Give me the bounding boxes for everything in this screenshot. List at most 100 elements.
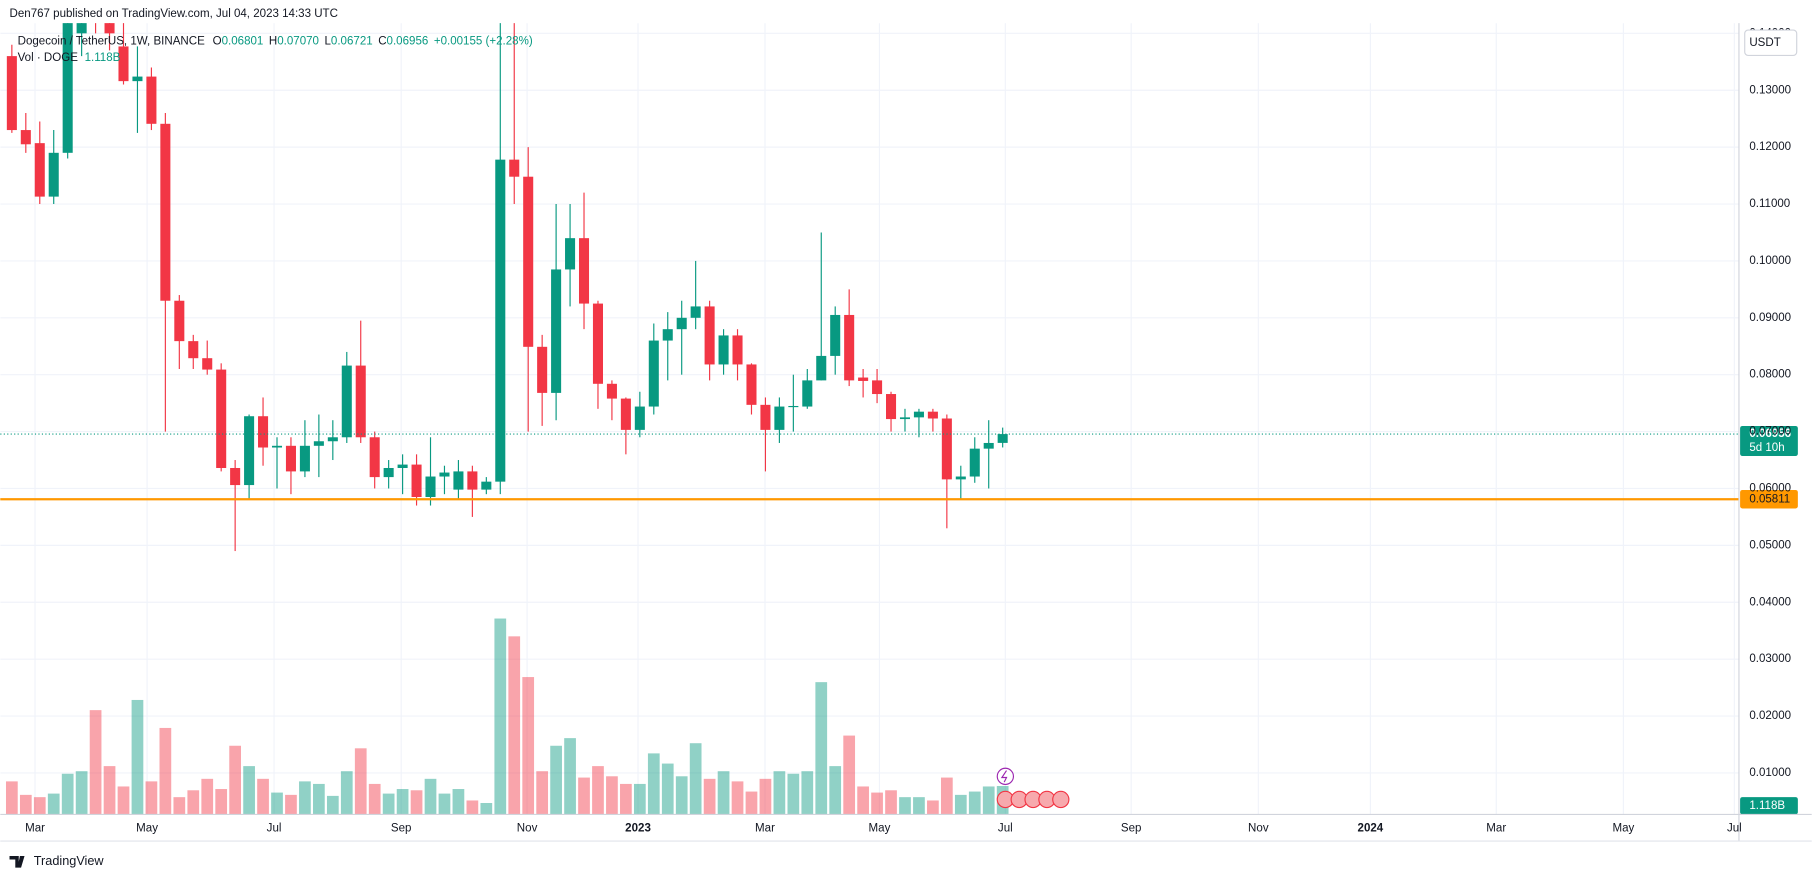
ohlc-value: 0.06721 — [331, 36, 373, 48]
candle-body — [662, 329, 673, 341]
candle-body — [941, 418, 952, 480]
currency-label[interactable]: USDT — [1749, 37, 1780, 49]
y-tick-label: 0.02000 — [1749, 710, 1791, 722]
x-tick-label: Jul — [1727, 822, 1742, 834]
legend-volume: Vol · DOGE 1.118B — [18, 52, 121, 64]
candle-body — [188, 341, 199, 359]
volume-bar — [689, 743, 702, 815]
candle-body — [34, 143, 45, 197]
candle-body — [6, 56, 17, 131]
candle-body — [230, 467, 241, 486]
candle-body — [704, 306, 715, 365]
volume-bar — [229, 745, 241, 815]
volume-bar — [968, 791, 981, 815]
legend: Dogecoin / TetherUS, 1W, BINANCE O0.0680… — [18, 36, 533, 64]
candle-body — [62, 23, 73, 153]
volume-bar — [843, 735, 856, 815]
candle-body — [495, 159, 506, 482]
candle-body — [648, 340, 659, 407]
x-tick-label: Mar — [25, 822, 45, 834]
volume-bar — [647, 753, 660, 815]
candle-body — [676, 317, 687, 330]
candle-body — [48, 152, 59, 197]
volume-bar — [717, 771, 730, 815]
volume-label: Vol · DOGE — [18, 52, 79, 64]
candle-body — [830, 314, 841, 356]
volume-bar — [299, 781, 311, 815]
candle-body — [383, 467, 394, 478]
currency-button[interactable] — [1744, 29, 1798, 57]
volume-bar — [871, 792, 883, 815]
price-tag-label: 0.06956 — [1749, 428, 1791, 440]
volume-bar — [982, 786, 995, 815]
candle-body — [355, 365, 366, 438]
volume-bar — [633, 783, 646, 815]
candle-body — [606, 383, 617, 399]
volume-bar — [773, 771, 786, 815]
volume-bar — [187, 790, 200, 815]
candle-body — [899, 417, 911, 420]
price-axis: 0.01000 0.02000 0.03000 0.04000 0.05000 0.060… — [1749, 27, 1791, 779]
candle-body — [258, 416, 269, 448]
volume-bar — [508, 636, 521, 815]
x-tick-label: Nov — [517, 822, 538, 834]
candle-body — [467, 471, 478, 490]
volume-bar — [466, 800, 479, 815]
volume-value: 1.118B — [85, 52, 121, 64]
volume-bar — [801, 771, 814, 815]
candle-body — [202, 358, 213, 370]
volume-tag — [1740, 797, 1798, 815]
y-tick-label: 0.07000 — [1749, 426, 1791, 438]
event-icon[interactable] — [996, 767, 1015, 786]
volume-bar — [103, 766, 116, 815]
volume-bar — [675, 776, 688, 815]
volume-bar — [340, 771, 353, 815]
volume-bar — [787, 773, 800, 815]
y-tick-label: 0.12000 — [1749, 141, 1791, 153]
y-tick-label: 0.08000 — [1749, 369, 1791, 381]
candle-body — [774, 406, 785, 430]
candle-body — [858, 377, 869, 381]
y-tick-label: 0.10000 — [1749, 255, 1791, 267]
volume-bar — [201, 778, 214, 815]
volume-bar — [326, 795, 339, 815]
x-tick-label: Jul — [267, 822, 282, 834]
y-tick-label: 0.11000 — [1749, 198, 1790, 210]
candle-body — [369, 437, 380, 478]
candle-body — [913, 411, 924, 418]
overlay: 0.05811 0.06956 5d 10h 1.118B — [0, 425, 1798, 815]
candle-body — [844, 314, 855, 381]
candles — [6, 23, 1008, 552]
volume-bar — [33, 797, 46, 815]
candle-body — [802, 380, 813, 407]
y-tick-label: 0.01000 — [1749, 767, 1791, 779]
candle-body — [760, 404, 771, 430]
candle-body — [327, 437, 338, 442]
candle-body — [816, 355, 827, 381]
volume-bar — [438, 793, 451, 815]
volume-bar — [257, 778, 269, 815]
volume-bar — [89, 710, 102, 815]
time-axis: Mar May Jul Sep Nov 2023 Mar May Jul Sep Nov 2024 Ma… — [25, 822, 1742, 834]
level-tag-label: 0.05811 — [1749, 493, 1790, 505]
volume-bar — [47, 793, 60, 815]
candle-body — [578, 238, 590, 304]
candle-body — [551, 269, 562, 393]
volume-bar — [494, 618, 507, 815]
volume-bar — [829, 766, 842, 815]
ohlc-value: 0.06956 — [387, 36, 429, 48]
price-tag — [1740, 425, 1798, 457]
volume-bar — [117, 786, 130, 815]
x-tick-label: Mar — [1486, 822, 1506, 834]
candle-body — [425, 476, 436, 498]
volume-bar — [578, 777, 590, 815]
volume-bar — [368, 783, 381, 815]
x-tick-label: May — [1612, 822, 1634, 834]
candle-body — [271, 445, 283, 448]
candle-body — [118, 46, 129, 82]
volume-bar — [731, 781, 744, 815]
candle-body — [718, 335, 729, 365]
event-icon[interactable] — [1052, 790, 1070, 809]
